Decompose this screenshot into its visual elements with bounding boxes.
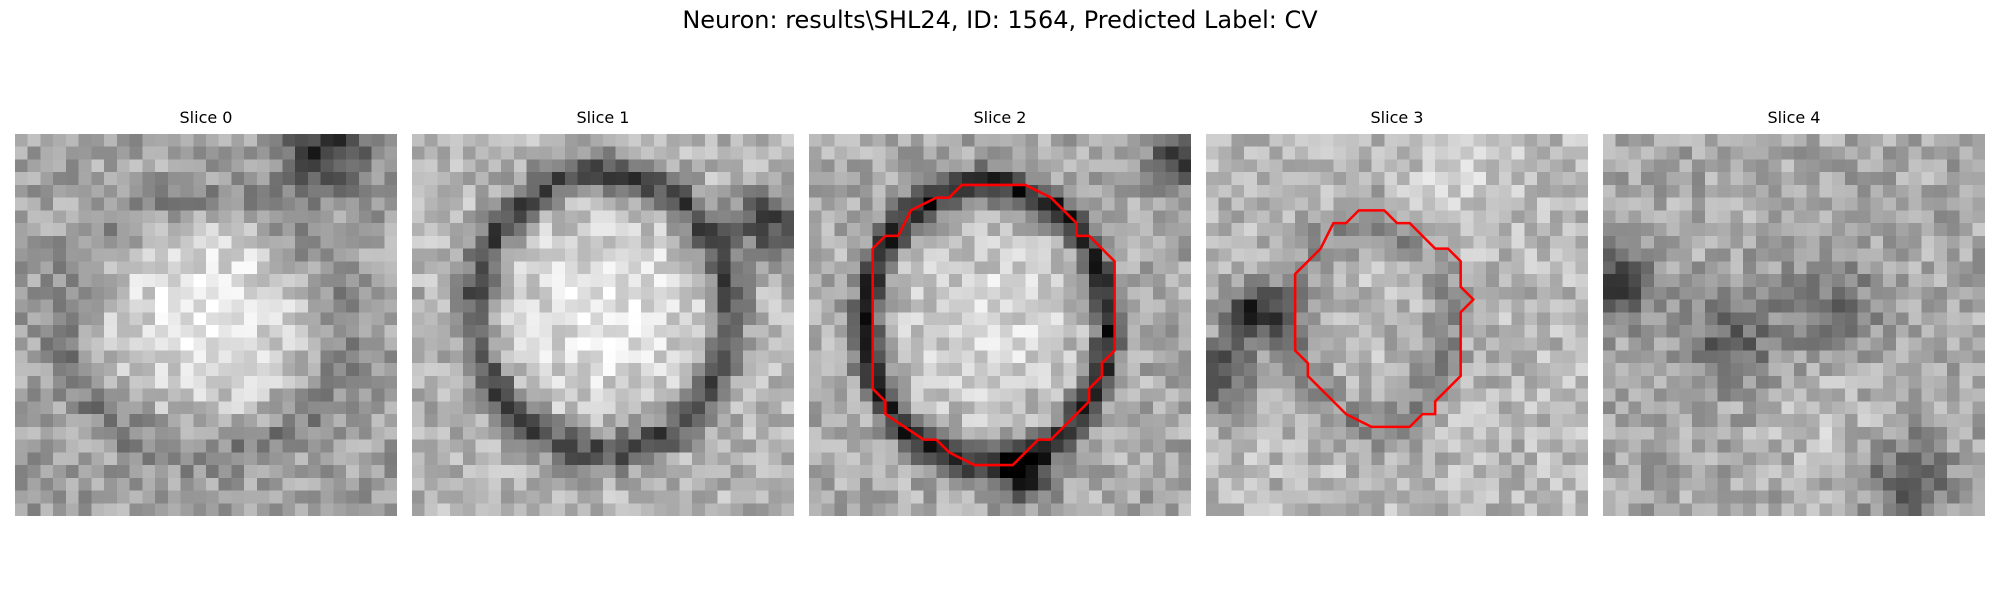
slice-image-4 xyxy=(1603,134,1985,516)
slice-title-4: Slice 4 xyxy=(1767,108,1821,127)
slice-title-1: Slice 1 xyxy=(576,108,630,127)
slice-title-2: Slice 2 xyxy=(973,108,1027,127)
segmentation-contour xyxy=(871,183,1116,467)
slice-image-0 xyxy=(15,134,397,516)
slice-title-3: Slice 3 xyxy=(1370,108,1424,127)
slice-image-1 xyxy=(412,134,794,516)
slice-image-3 xyxy=(1206,134,1588,516)
figure-title: Neuron: results\SHL24, ID: 1564, Predict… xyxy=(682,6,1318,34)
slice-image-2 xyxy=(809,134,1191,516)
slice-title-0: Slice 0 xyxy=(179,108,233,127)
segmentation-contour xyxy=(1293,209,1475,429)
